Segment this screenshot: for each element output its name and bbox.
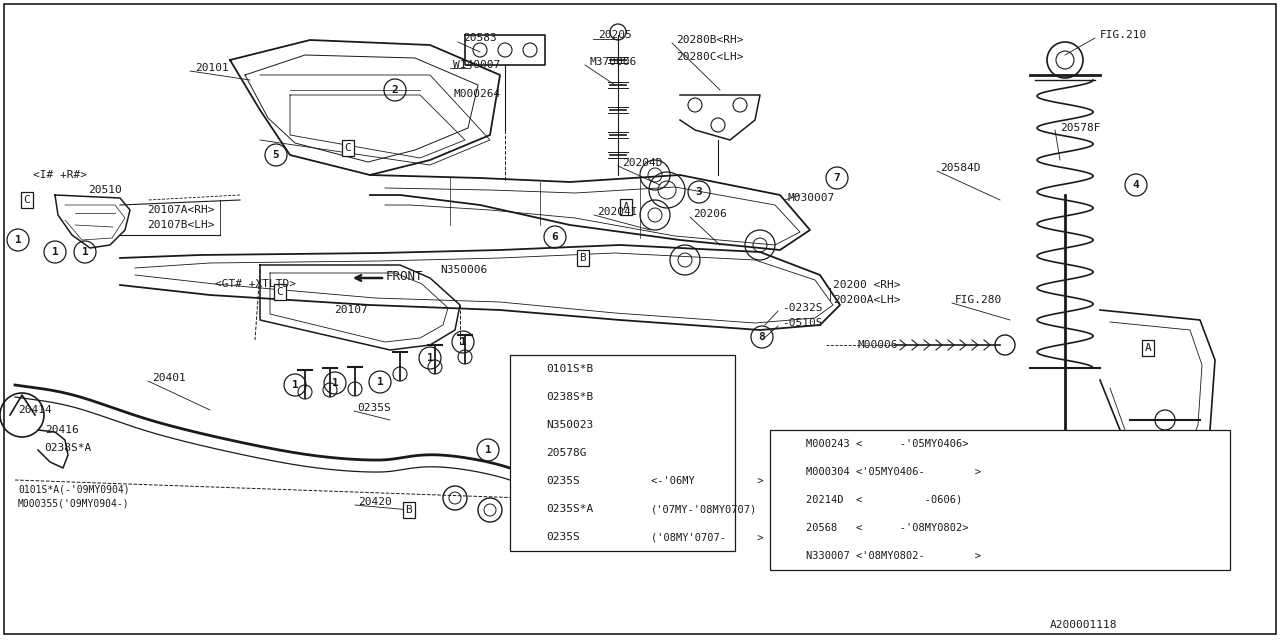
Text: C: C [344,143,352,153]
Text: <I# +R#>: <I# +R#> [33,170,87,180]
Text: 1: 1 [426,353,434,363]
Text: <GT# +XTLTD>: <GT# +XTLTD> [215,279,296,289]
Text: C: C [276,287,283,297]
Text: 20280C<LH>: 20280C<LH> [676,52,744,62]
Text: B: B [406,505,412,515]
Text: 0235S: 0235S [357,403,390,413]
Text: 20206: 20206 [692,209,727,219]
Text: 7: 7 [783,523,790,533]
Text: 1: 1 [82,247,88,257]
Text: M030007: M030007 [788,193,836,203]
Text: 6: 6 [783,495,790,505]
Text: 5: 5 [783,439,790,449]
Text: 1: 1 [51,247,59,257]
Text: 1: 1 [14,235,22,245]
Text: W140007: W140007 [453,60,500,70]
Text: 20200A<LH>: 20200A<LH> [833,295,901,305]
Text: 1: 1 [485,445,492,455]
Text: C: C [23,195,31,205]
Text: 20510: 20510 [88,185,122,195]
Text: 5: 5 [273,150,279,160]
Text: 20420: 20420 [358,497,392,507]
Text: 0235S: 0235S [547,476,580,486]
Text: 20107B<LH>: 20107B<LH> [147,220,215,230]
Text: 20578F: 20578F [1060,123,1101,133]
Text: 20204D: 20204D [622,158,663,168]
Text: M000355('09MY0904-): M000355('09MY0904-) [18,498,129,508]
Text: M370006: M370006 [590,57,637,67]
Text: 20280B<RH>: 20280B<RH> [676,35,744,45]
Text: M00006: M00006 [858,340,899,350]
Text: N330007 <'08MY0802-        >: N330007 <'08MY0802- > [806,551,980,561]
Text: 20584D: 20584D [940,163,980,173]
Text: B: B [580,253,586,263]
Text: ('07MY-'08MY0707): ('07MY-'08MY0707) [652,504,758,514]
Text: A200001118: A200001118 [1050,620,1117,630]
Text: A: A [1144,343,1152,353]
Text: 20204I: 20204I [596,207,637,217]
Text: 8: 8 [759,332,765,342]
Text: <-'06MY          >: <-'06MY > [652,476,763,486]
Text: FIG.210: FIG.210 [1100,30,1147,40]
Text: M000304 <'05MY0406-        >: M000304 <'05MY0406- > [806,467,980,477]
Text: M000264: M000264 [453,89,500,99]
Text: FIG.280: FIG.280 [955,295,1002,305]
Text: 20583: 20583 [463,33,497,43]
Text: 2: 2 [522,392,529,402]
Text: 20578G: 20578G [547,448,586,458]
Text: 0235S: 0235S [547,532,580,542]
Text: 20416: 20416 [45,425,79,435]
Text: -0510S: -0510S [782,318,823,328]
Text: 20107: 20107 [334,305,367,315]
Text: A: A [622,202,630,212]
Text: 20205: 20205 [598,30,632,40]
Text: 1: 1 [376,377,384,387]
Text: M000243 <      -'05MY0406>: M000243 < -'05MY0406> [806,439,969,449]
Bar [771,430,1230,570]
Text: -0232S: -0232S [782,303,823,313]
Text: 0238S*B: 0238S*B [547,392,593,402]
Text: 20414: 20414 [18,405,51,415]
Text: 20200 <RH>: 20200 <RH> [833,280,901,290]
Text: 3: 3 [695,187,703,197]
Text: 0238S*A: 0238S*A [44,443,91,453]
Text: 0101S*B: 0101S*B [547,364,593,374]
Text: 20568   <      -'08MY0802>: 20568 < -'08MY0802> [806,523,975,533]
Text: 0101S*A(-'09MY0904): 0101S*A(-'09MY0904) [18,485,129,495]
Text: 20401: 20401 [152,373,186,383]
Text: FRONT: FRONT [387,271,424,284]
Text: 20107A<RH>: 20107A<RH> [147,205,215,215]
Bar [509,355,735,551]
Text: 7: 7 [833,173,841,183]
Text: 0235S*A: 0235S*A [547,504,593,514]
Text: 1: 1 [522,364,529,374]
Text: 1: 1 [292,380,298,390]
Text: ('08MY'0707-     >: ('08MY'0707- > [652,532,763,542]
Text: 20214D  <          -0606): 20214D < -0606) [806,495,975,505]
Text: 1: 1 [332,378,338,388]
Text: 8: 8 [522,504,529,514]
Text: 2: 2 [392,85,398,95]
Text: 4: 4 [1133,180,1139,190]
Text: 6: 6 [552,232,558,242]
Text: N350006: N350006 [440,265,488,275]
Text: 1: 1 [460,337,466,347]
Text: N350023: N350023 [547,420,593,430]
Text: 3: 3 [522,420,529,430]
Text: 20101: 20101 [195,63,229,73]
Text: 4: 4 [522,448,529,458]
